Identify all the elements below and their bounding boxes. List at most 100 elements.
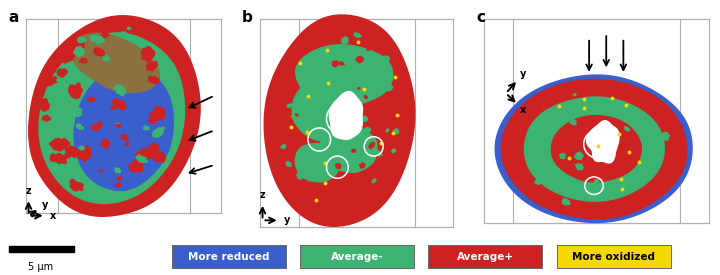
Polygon shape bbox=[117, 177, 122, 180]
Polygon shape bbox=[42, 75, 57, 86]
Polygon shape bbox=[264, 15, 415, 226]
Polygon shape bbox=[127, 27, 131, 29]
Polygon shape bbox=[42, 116, 50, 121]
Polygon shape bbox=[101, 139, 109, 148]
Polygon shape bbox=[296, 45, 392, 105]
Polygon shape bbox=[68, 83, 82, 98]
Text: a: a bbox=[8, 10, 19, 25]
Polygon shape bbox=[524, 97, 665, 201]
Polygon shape bbox=[559, 153, 565, 159]
Polygon shape bbox=[607, 127, 615, 133]
Polygon shape bbox=[354, 176, 359, 181]
Polygon shape bbox=[73, 108, 82, 117]
Polygon shape bbox=[562, 198, 570, 205]
Polygon shape bbox=[544, 181, 550, 186]
Polygon shape bbox=[624, 127, 629, 131]
Polygon shape bbox=[71, 33, 159, 92]
Polygon shape bbox=[39, 33, 184, 204]
Polygon shape bbox=[100, 170, 102, 172]
Text: More oxidized: More oxidized bbox=[572, 252, 655, 262]
Polygon shape bbox=[79, 59, 87, 63]
Polygon shape bbox=[293, 116, 301, 123]
Polygon shape bbox=[386, 86, 393, 91]
Polygon shape bbox=[96, 36, 104, 44]
Polygon shape bbox=[618, 185, 624, 190]
Polygon shape bbox=[54, 153, 66, 164]
Polygon shape bbox=[78, 37, 86, 43]
Polygon shape bbox=[359, 163, 365, 168]
Polygon shape bbox=[287, 104, 292, 107]
Polygon shape bbox=[402, 111, 407, 116]
Polygon shape bbox=[372, 179, 376, 183]
Polygon shape bbox=[50, 139, 67, 151]
Polygon shape bbox=[286, 161, 291, 166]
Polygon shape bbox=[78, 146, 91, 161]
Polygon shape bbox=[340, 97, 346, 102]
Polygon shape bbox=[305, 153, 312, 159]
FancyBboxPatch shape bbox=[428, 245, 542, 268]
Polygon shape bbox=[281, 145, 286, 149]
Polygon shape bbox=[74, 47, 84, 56]
Polygon shape bbox=[130, 161, 143, 172]
Polygon shape bbox=[394, 129, 399, 134]
Polygon shape bbox=[392, 149, 395, 153]
Polygon shape bbox=[136, 149, 148, 159]
Polygon shape bbox=[60, 49, 75, 63]
Text: 5 μm: 5 μm bbox=[28, 262, 53, 271]
Bar bbox=[9, 246, 74, 252]
Polygon shape bbox=[552, 116, 642, 182]
Polygon shape bbox=[143, 126, 149, 130]
Polygon shape bbox=[125, 142, 128, 145]
Polygon shape bbox=[661, 133, 670, 140]
Polygon shape bbox=[333, 53, 336, 56]
Polygon shape bbox=[295, 114, 298, 116]
Polygon shape bbox=[147, 62, 158, 70]
Polygon shape bbox=[548, 178, 552, 180]
Polygon shape bbox=[338, 125, 343, 130]
Polygon shape bbox=[336, 164, 341, 169]
Polygon shape bbox=[292, 78, 359, 142]
Polygon shape bbox=[339, 62, 344, 65]
Polygon shape bbox=[343, 108, 346, 110]
Polygon shape bbox=[570, 120, 576, 125]
Polygon shape bbox=[117, 123, 120, 125]
Polygon shape bbox=[115, 168, 120, 173]
Polygon shape bbox=[97, 122, 102, 127]
Text: z: z bbox=[260, 190, 266, 200]
Text: Average-: Average- bbox=[330, 252, 383, 262]
Polygon shape bbox=[57, 69, 67, 77]
Polygon shape bbox=[369, 142, 374, 149]
Polygon shape bbox=[69, 157, 75, 163]
Polygon shape bbox=[361, 56, 365, 59]
Text: b: b bbox=[242, 10, 253, 25]
Polygon shape bbox=[361, 32, 364, 35]
Polygon shape bbox=[112, 99, 126, 110]
Text: y: y bbox=[521, 69, 526, 79]
Polygon shape bbox=[575, 164, 583, 170]
Polygon shape bbox=[74, 172, 84, 182]
Polygon shape bbox=[68, 42, 84, 55]
Polygon shape bbox=[374, 149, 382, 156]
Polygon shape bbox=[295, 144, 339, 182]
Text: y: y bbox=[41, 200, 48, 210]
Polygon shape bbox=[120, 32, 127, 38]
Polygon shape bbox=[618, 114, 623, 118]
Polygon shape bbox=[495, 75, 692, 222]
Polygon shape bbox=[29, 16, 200, 216]
Polygon shape bbox=[76, 124, 84, 129]
Polygon shape bbox=[545, 116, 548, 119]
Polygon shape bbox=[74, 65, 174, 190]
Polygon shape bbox=[284, 116, 287, 117]
Polygon shape bbox=[564, 113, 567, 115]
Polygon shape bbox=[386, 129, 389, 132]
Polygon shape bbox=[102, 31, 109, 37]
Polygon shape bbox=[341, 37, 348, 44]
Polygon shape bbox=[103, 56, 109, 61]
Polygon shape bbox=[547, 168, 555, 174]
Polygon shape bbox=[50, 154, 58, 161]
Polygon shape bbox=[339, 113, 346, 118]
Polygon shape bbox=[358, 87, 360, 89]
Polygon shape bbox=[535, 180, 541, 184]
Polygon shape bbox=[329, 92, 362, 139]
Polygon shape bbox=[143, 146, 159, 159]
